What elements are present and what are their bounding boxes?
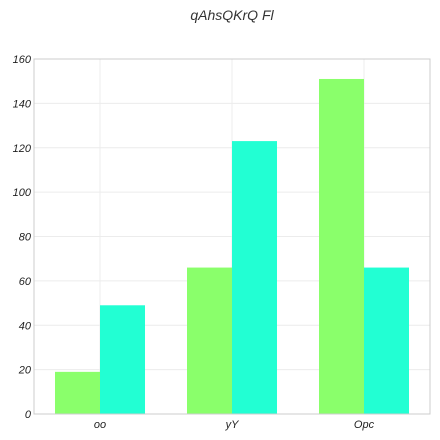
bars-group [55, 78, 409, 414]
plot-frame [33, 58, 431, 415]
x-tick-label: Opc [354, 419, 375, 431]
bar-yY-series-2 [232, 141, 277, 414]
y-tick-label: 160 [13, 54, 32, 66]
y-tick-label: 80 [19, 232, 32, 244]
bar-oo-series-1 [55, 371, 100, 414]
bar-Opc-series-2 [364, 267, 409, 414]
bar-oo-series-2 [100, 305, 145, 414]
bar-yY-series-1 [187, 267, 232, 414]
y-tick-label: 100 [13, 187, 32, 199]
chart-title: qAhsQKrQ Fl [190, 7, 274, 23]
y-tick-label: 140 [13, 98, 32, 110]
x-tick-label: yY [225, 419, 240, 431]
y-tick-label: 0 [25, 409, 32, 421]
y-tick-label: 60 [19, 276, 32, 288]
y-axis-ticks: 0 20 40 60 80 100 120 140 160 [13, 54, 32, 421]
y-tick-label: 40 [19, 320, 32, 332]
y-tick-label: 120 [13, 143, 32, 155]
bar-Opc-series-1 [319, 78, 364, 414]
x-tick-label: oo [94, 419, 106, 431]
x-axis-ticks: oo yY Opc [94, 419, 375, 431]
y-tick-label: 20 [18, 365, 32, 377]
